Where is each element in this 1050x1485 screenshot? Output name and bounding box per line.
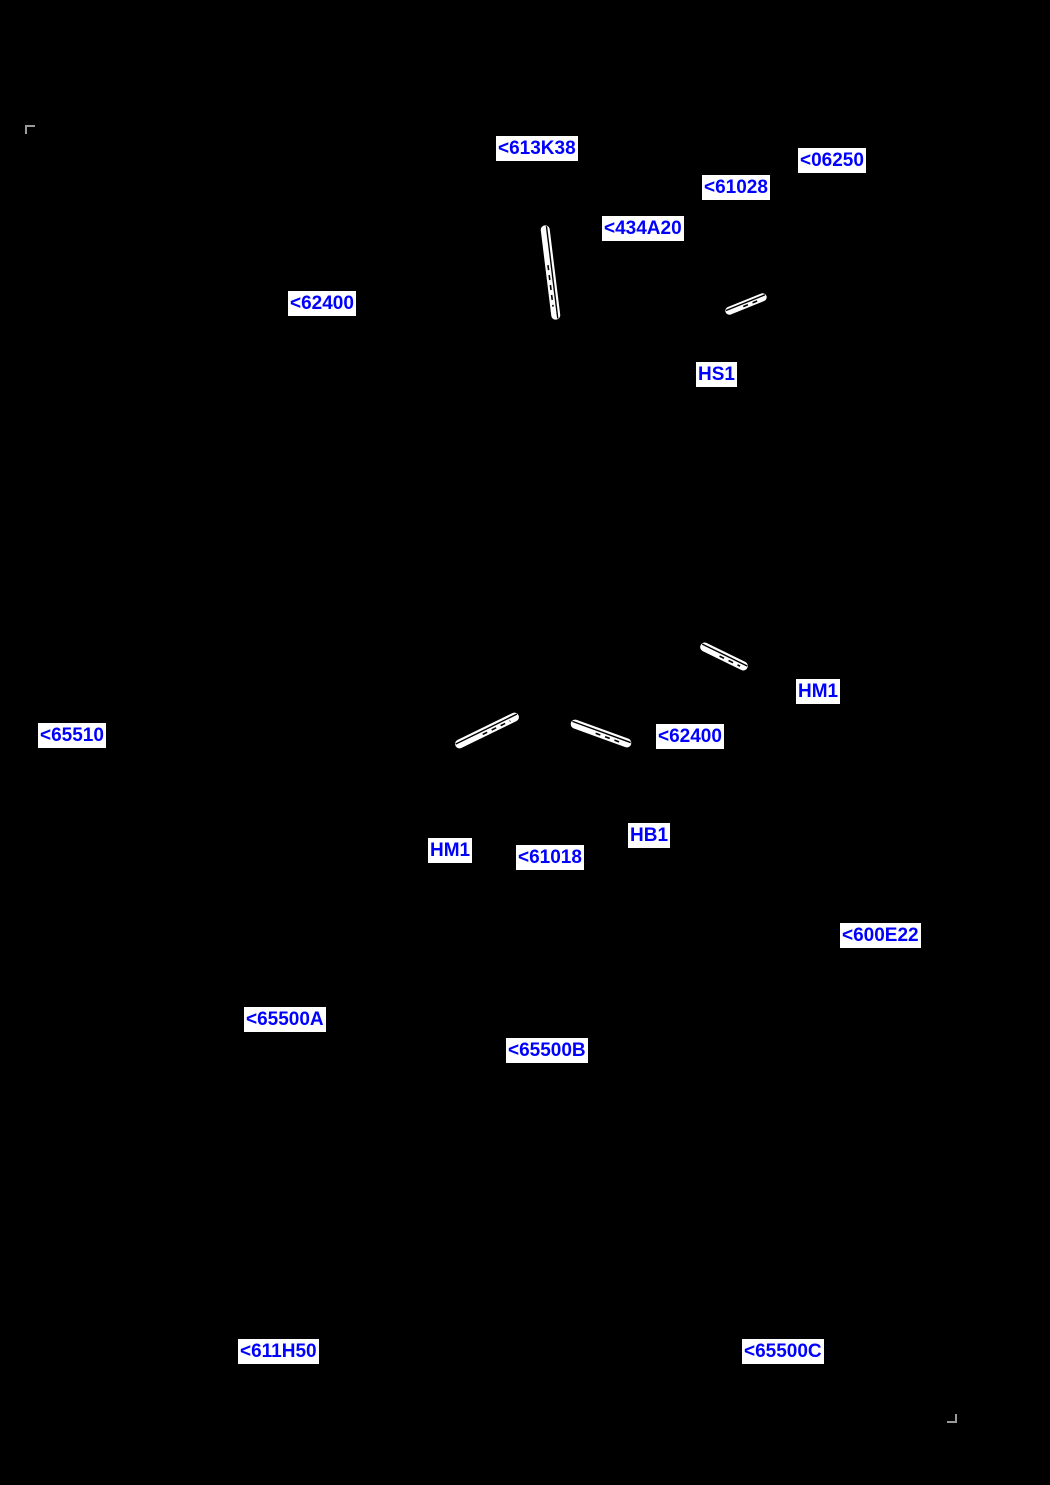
annotation-label-hm1[interactable]: HM1 [796,679,841,704]
pin-hm1-upper[interactable] [693,636,754,678]
pin-hm1-upper-outline [700,642,748,671]
annotation-label-65500b[interactable]: <65500B [506,1038,588,1063]
annotation-label-62400[interactable]: <62400 [288,291,356,316]
crop-mark-bottom-right [947,1414,957,1423]
pin-hm1-lower-left-outline [455,712,519,749]
pin-vertical-long[interactable] [536,220,565,324]
annotation-label-65510[interactable]: <65510 [38,723,106,748]
annotation-label-hs1[interactable]: HS1 [696,362,737,387]
pin-vertical-long-outline [540,225,561,320]
annotation-label-65500a[interactable]: <65500A [244,1007,326,1032]
pin-hb1-lower-right[interactable] [564,713,637,754]
pin-short-hs1[interactable] [719,287,773,321]
annotation-label-434a20[interactable]: <434A20 [602,216,684,241]
annotation-label-61018[interactable]: <61018 [516,845,584,870]
annotation-label-62400[interactable]: <62400 [656,724,724,749]
annotation-label-613k38[interactable]: <613K38 [496,136,578,161]
annotation-label-61028[interactable]: <61028 [702,175,770,200]
pin-hb1-lower-right-outline [570,719,632,748]
annotation-label-hm1[interactable]: HM1 [428,838,473,863]
annotation-label-611h50[interactable]: <611H50 [238,1339,319,1364]
annotation-label-600e22[interactable]: <600E22 [840,923,921,948]
annotation-label-06250[interactable]: <06250 [798,148,866,173]
pin-hm1-lower-left[interactable] [448,706,526,755]
annotation-label-hb1[interactable]: HB1 [628,823,671,848]
crop-mark-top-left [25,125,35,134]
pin-short-hs1-outline [725,293,767,315]
annotation-label-65500c[interactable]: <65500C [742,1339,824,1364]
